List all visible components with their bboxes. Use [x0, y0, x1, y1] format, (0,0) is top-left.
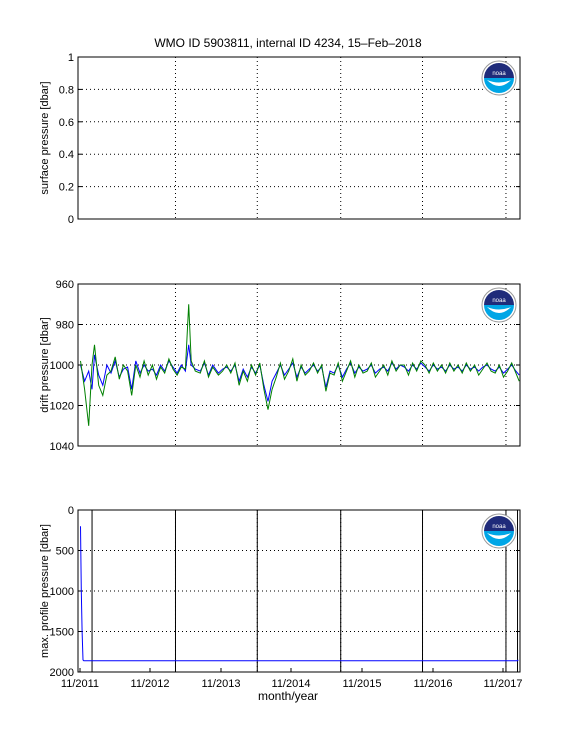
figure-title: WMO ID 5903811, internal ID 4234, 15–Feb… — [154, 36, 422, 50]
y-tick-label: 0.6 — [59, 117, 74, 129]
y-axis-label: max. profile pressure [dbar] — [39, 524, 51, 658]
noaa-logo-text: noaa — [492, 71, 506, 77]
surface-pressure-panel: 0 0.2 0.4 0.6 0.8 1 surface pressure [dbar] noa… — [39, 52, 521, 226]
y-tick-label: 1020 — [50, 401, 74, 413]
y-axis-label: surface pressure [dbar] — [39, 81, 51, 194]
axes-frame — [77, 56, 521, 220]
y-tick-label: 0.8 — [59, 84, 74, 96]
noaa-logo-text: noaa — [492, 298, 506, 304]
noaa-logo-text: noaa — [492, 524, 506, 530]
y-tick-label: 500 — [56, 546, 74, 558]
y-tick-label: 0.2 — [59, 182, 74, 194]
x-tick-label: 11/2016 — [414, 678, 453, 690]
y-tick-label: 960 — [56, 279, 74, 291]
y-tick-label: 1500 — [50, 627, 74, 639]
x-tick-label: 11/2017 — [484, 678, 523, 690]
x-tick-label: 11/2011 — [61, 678, 99, 690]
series-line-blue — [80, 526, 519, 662]
y-tick-label: 0 — [68, 505, 74, 517]
x-tick-label: 11/2013 — [202, 678, 241, 690]
max-profile-pressure-panel: 0 500 1000 1500 2000 max. profile pressure [d… — [39, 505, 522, 690]
x-tick-label: 11/2012 — [131, 678, 170, 690]
noaa-logo-sky — [484, 63, 514, 78]
y-tick-label: 0 — [68, 214, 74, 226]
x-tick-label: 11/2015 — [343, 678, 382, 690]
x-axis-label: month/year — [257, 689, 319, 703]
x-tick-label: 11/2014 — [272, 678, 311, 690]
series-line-green — [80, 304, 520, 426]
drift-pressure-panel: 960 980 1000 1020 1040 drift pressure [dbar] n… — [39, 279, 521, 453]
y-tick-label: 2000 — [50, 667, 74, 679]
noaa-logo-bird — [487, 307, 511, 313]
y-axis-label: drift pressure [dbar] — [39, 317, 51, 412]
noaa-logo-bird — [487, 80, 511, 86]
noaa-logo-sky — [484, 516, 514, 531]
y-tick-label: 1 — [68, 52, 74, 64]
y-tick-label: 980 — [56, 320, 74, 332]
noaa-logo-bird — [487, 533, 511, 539]
noaa-logo-sky — [484, 290, 514, 305]
series-line-blue — [80, 344, 520, 402]
y-tick-label: 1000 — [50, 586, 74, 598]
y-tick-label: 1000 — [50, 360, 74, 372]
y-tick-label: 1040 — [50, 441, 74, 453]
y-tick-label: 0.4 — [59, 149, 74, 161]
